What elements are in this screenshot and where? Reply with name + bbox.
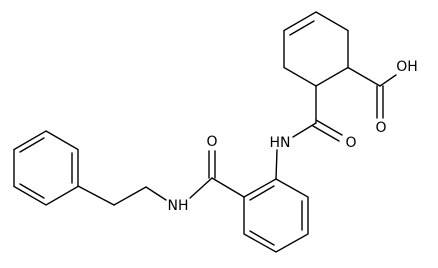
cyclohexene-ring [283,11,349,87]
bond [113,186,147,206]
bond [379,74,397,87]
benzene-ring [243,178,309,253]
bond [189,177,213,199]
phenyl-ring [13,130,79,206]
atom-label: O [206,134,217,150]
double-bond [312,125,340,142]
atom-label: OH [396,59,418,75]
bond [347,66,381,87]
bond [77,185,115,206]
aromatic-bond [249,185,275,201]
bond [211,177,245,198]
aromatic-bond [249,230,275,246]
bond [275,149,278,180]
atom-label: O [375,120,386,136]
aromatic-bond [19,183,45,199]
atom-label: NH [168,198,189,214]
aromatic-bond [19,137,45,153]
double-bond [315,119,343,136]
ring-double-bond [289,20,315,36]
atom-label: HN [270,135,291,151]
bonds [13,11,397,253]
atom-label: O [345,135,356,151]
bond [145,186,167,201]
bond [292,122,317,138]
